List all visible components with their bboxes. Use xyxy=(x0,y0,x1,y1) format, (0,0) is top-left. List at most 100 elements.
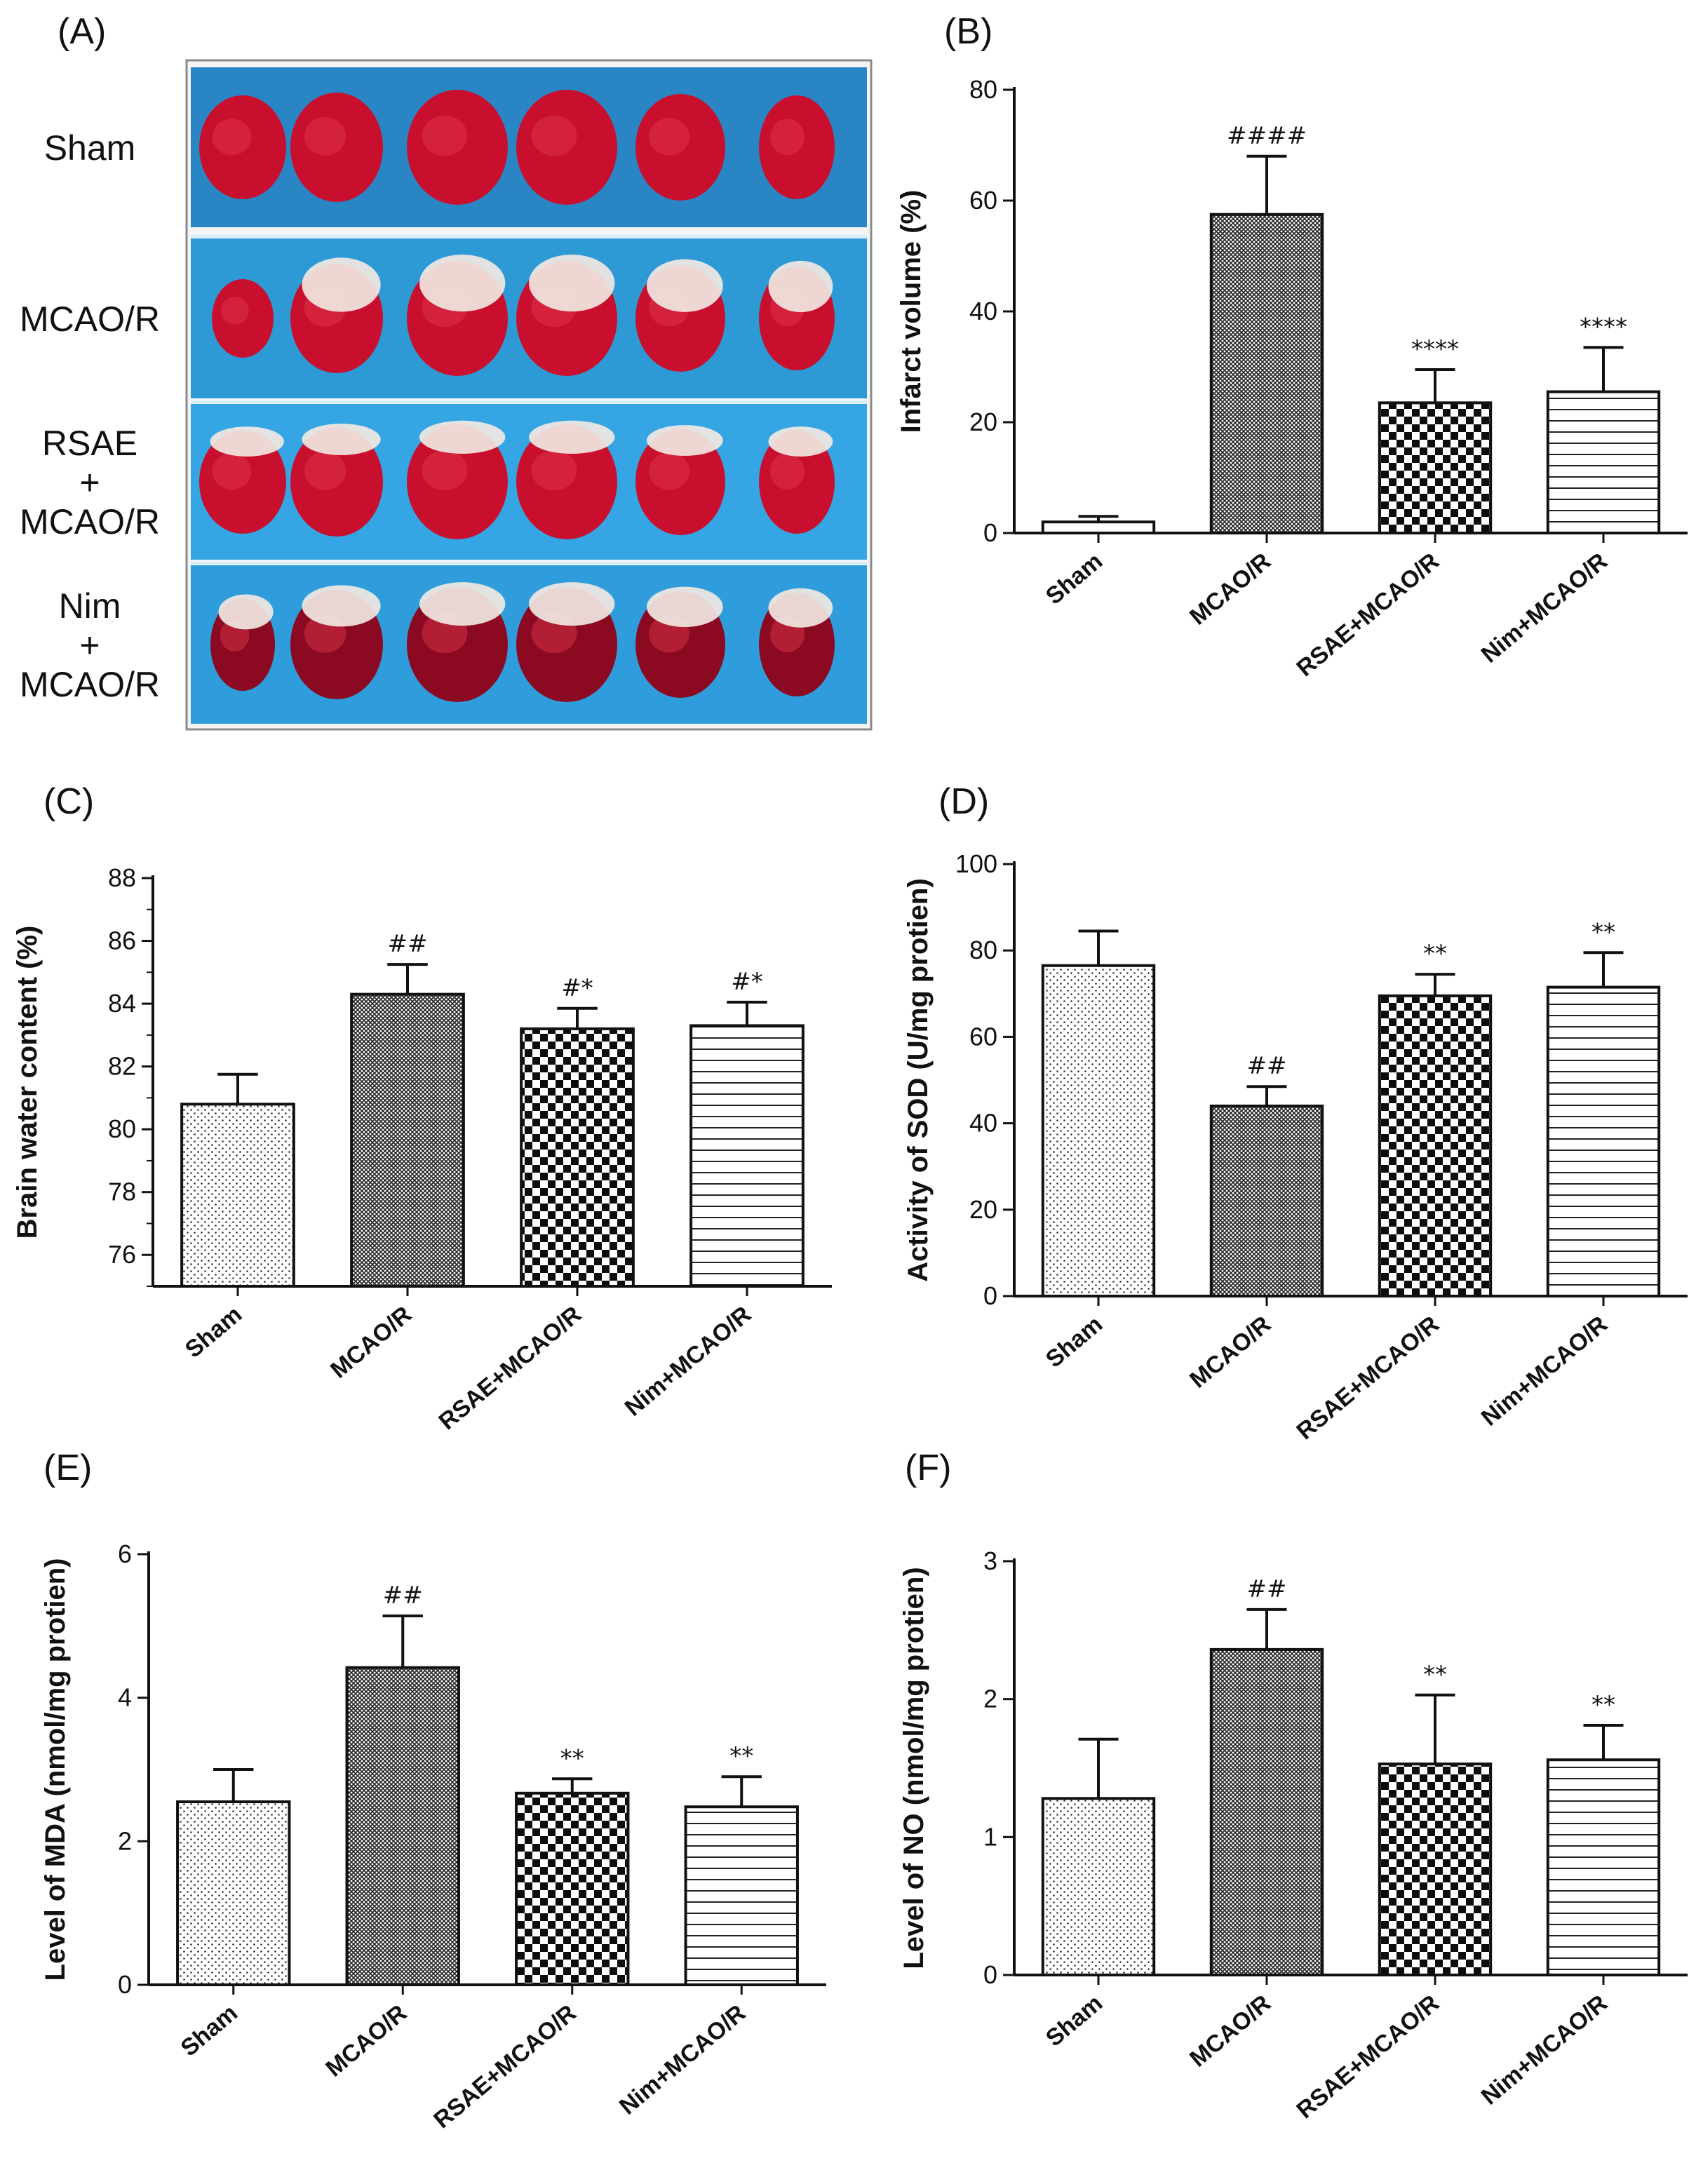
infarct-region xyxy=(647,259,723,312)
x-tick-label: RSAE+MCAO/R xyxy=(1292,548,1445,682)
slice-highlight xyxy=(531,115,577,156)
bar-nim-mcao-r xyxy=(1546,390,1661,534)
y-tick-label: 3 xyxy=(983,1546,997,1575)
x-tick-label: MCAO/R xyxy=(325,1301,417,1384)
slice-tissue xyxy=(759,430,835,534)
significance-label: ## xyxy=(1247,1575,1287,1603)
y-tick-label: 60 xyxy=(969,186,997,215)
infarct-region xyxy=(529,582,615,626)
brain-slice xyxy=(759,95,835,199)
brain-slice xyxy=(635,94,725,201)
brain-slice xyxy=(290,424,383,537)
bar-sham xyxy=(1041,520,1156,535)
brain-slice xyxy=(290,257,383,373)
photo-row-label: MCAO/R xyxy=(20,665,160,704)
photo-row-label: MCAO/R xyxy=(20,299,160,339)
slice-tissue xyxy=(635,94,725,201)
brain-slice xyxy=(407,90,508,205)
photo-row-label: MCAO/R xyxy=(20,502,160,541)
infarct-region xyxy=(302,257,381,312)
slice-highlight xyxy=(649,452,689,490)
significance-label: ** xyxy=(560,1744,584,1772)
significance-label: ## xyxy=(383,1582,423,1610)
y-tick-label: 2 xyxy=(983,1685,997,1713)
photo-row-label: RSAE xyxy=(42,424,137,463)
infarct-region xyxy=(218,594,274,630)
brain-slice xyxy=(516,582,617,702)
slice-highlight xyxy=(422,450,468,491)
y-tick-label: 80 xyxy=(969,936,997,964)
panel-letter-a: (A) xyxy=(58,11,106,52)
brain-slice xyxy=(516,254,617,376)
y-tick-label: 6 xyxy=(118,1539,132,1568)
slice-tissue xyxy=(212,279,274,358)
x-tick-label: MCAO/R xyxy=(1185,1311,1276,1394)
y-tick-label: 84 xyxy=(108,989,136,1018)
panel-letter-f: (F) xyxy=(905,1448,951,1488)
panel-letter-e: (E) xyxy=(43,1448,92,1488)
x-tick-label: Nim+MCAO/R xyxy=(1476,548,1613,668)
x-tick-label: Nim+MCAO/R xyxy=(1476,1311,1613,1431)
x-tick-label: Nim+MCAO/R xyxy=(620,1301,756,1422)
y-tick-label: 86 xyxy=(108,926,136,955)
panel-letter-b: (B) xyxy=(944,11,992,52)
infarct-region xyxy=(768,260,833,313)
slice-tissue xyxy=(407,90,508,205)
x-tick-label: RSAE+MCAO/R xyxy=(429,2000,581,2134)
brain-slice xyxy=(212,279,274,358)
infarct-region xyxy=(210,426,284,457)
bar-rsae-mcao-r xyxy=(1378,401,1493,534)
x-tick-label: Sham xyxy=(1041,1990,1108,2052)
infarct-region xyxy=(768,588,833,628)
significance-label: ** xyxy=(1423,1661,1447,1689)
y-tick-label: 88 xyxy=(108,863,136,892)
y-tick-label: 80 xyxy=(108,1114,136,1143)
brain-slice xyxy=(407,582,508,702)
brain-slice xyxy=(210,594,275,691)
x-tick-label: MCAO/R xyxy=(1185,548,1276,631)
significance-label: **** xyxy=(1580,313,1627,341)
infarct-region xyxy=(768,426,833,457)
slice-tissue xyxy=(635,429,725,535)
y-tick-label: 0 xyxy=(983,518,997,547)
slice-highlight xyxy=(770,453,805,490)
x-tick-label: Sham xyxy=(180,1301,247,1363)
y-axis-label: Infarct volume (%) xyxy=(896,190,927,433)
brain-slice xyxy=(407,420,508,539)
infarct-region xyxy=(419,582,506,626)
brain-slice xyxy=(199,95,286,199)
slice-highlight xyxy=(304,452,346,490)
bar-rsae-mcao-r xyxy=(520,1027,635,1288)
slice-highlight xyxy=(531,450,577,491)
brain-slice xyxy=(759,426,835,534)
slice-tissue xyxy=(516,90,617,205)
infarct-region xyxy=(302,585,381,627)
y-tick-label: 100 xyxy=(955,849,997,878)
y-tick-label: 0 xyxy=(983,1960,997,1989)
brain-slice xyxy=(290,585,383,699)
brain-slice xyxy=(759,260,835,370)
slice-tissue xyxy=(759,95,835,199)
y-tick-label: 40 xyxy=(969,297,997,325)
brain-slice xyxy=(516,90,617,205)
x-tick-label: RSAE+MCAO/R xyxy=(1292,1311,1445,1445)
bar-mcao-r xyxy=(345,1666,460,1987)
y-tick-label: 20 xyxy=(969,1195,997,1224)
panel-letter-c: (C) xyxy=(43,781,94,822)
slice-tissue xyxy=(199,430,286,534)
bar-nim-mcao-r xyxy=(1546,1758,1661,1976)
slice-tissue xyxy=(290,427,383,537)
significance-label: **** xyxy=(1411,335,1459,363)
photo-row-label: Nim xyxy=(59,586,121,626)
x-tick-label: Sham xyxy=(1041,1311,1108,1373)
slice-highlight xyxy=(221,297,249,325)
y-tick-label: 20 xyxy=(969,407,997,436)
significance-label: ## xyxy=(388,930,428,958)
bar-rsae-mcao-r xyxy=(1378,994,1493,1297)
significance-label: ** xyxy=(1591,918,1615,946)
brain-slice xyxy=(635,425,725,535)
significance-label: ** xyxy=(1423,940,1447,968)
